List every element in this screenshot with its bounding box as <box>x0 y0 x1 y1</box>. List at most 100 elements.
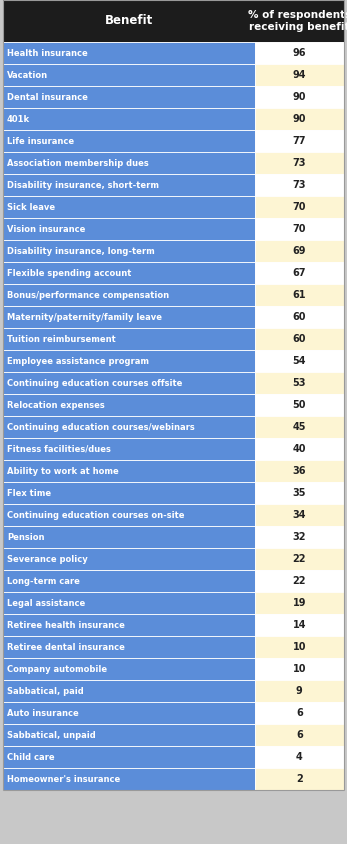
Bar <box>255 152 344 174</box>
Text: Relocation expenses: Relocation expenses <box>7 401 105 409</box>
Bar <box>3 592 255 614</box>
Text: 4: 4 <box>296 752 303 762</box>
Text: Sabbatical, unpaid: Sabbatical, unpaid <box>7 731 96 739</box>
Text: Sabbatical, paid: Sabbatical, paid <box>7 686 84 695</box>
Bar <box>255 306 344 328</box>
Text: Auto insurance: Auto insurance <box>7 708 79 717</box>
Bar <box>3 724 255 746</box>
Bar <box>255 86 344 108</box>
Bar <box>255 262 344 284</box>
Bar <box>3 196 255 218</box>
Text: Sick leave: Sick leave <box>7 203 55 212</box>
Text: 35: 35 <box>293 488 306 498</box>
Bar <box>255 328 344 350</box>
Bar <box>3 86 255 108</box>
Text: 6: 6 <box>296 708 303 718</box>
Bar <box>255 482 344 504</box>
Bar <box>255 64 344 86</box>
Text: 54: 54 <box>293 356 306 366</box>
Bar <box>255 394 344 416</box>
Text: 22: 22 <box>293 554 306 564</box>
Bar <box>255 614 344 636</box>
Text: 14: 14 <box>293 620 306 630</box>
Text: Severance policy: Severance policy <box>7 555 88 564</box>
Bar <box>3 174 255 196</box>
Bar <box>3 636 255 658</box>
Bar <box>3 240 255 262</box>
Text: 50: 50 <box>293 400 306 410</box>
Bar <box>255 130 344 152</box>
Text: Bonus/performance compensation: Bonus/performance compensation <box>7 290 169 300</box>
Text: Retiree dental insurance: Retiree dental insurance <box>7 642 125 652</box>
Bar <box>255 680 344 702</box>
Text: 10: 10 <box>293 664 306 674</box>
Bar <box>3 350 255 372</box>
Text: Legal assistance: Legal assistance <box>7 598 85 608</box>
Bar <box>255 636 344 658</box>
Bar <box>255 42 344 64</box>
Bar <box>255 526 344 548</box>
Bar <box>255 504 344 526</box>
Text: 32: 32 <box>293 532 306 542</box>
Text: Disability insurance, long-term: Disability insurance, long-term <box>7 246 155 256</box>
Bar <box>255 658 344 680</box>
Bar <box>3 416 255 438</box>
Text: 10: 10 <box>293 642 306 652</box>
Text: Continuing education courses offsite: Continuing education courses offsite <box>7 378 183 387</box>
Bar <box>255 570 344 592</box>
Bar <box>3 108 255 130</box>
Bar <box>3 152 255 174</box>
Bar <box>3 64 255 86</box>
Bar <box>3 702 255 724</box>
Bar <box>255 108 344 130</box>
Text: Ability to work at home: Ability to work at home <box>7 467 119 475</box>
Bar <box>3 0 344 42</box>
Bar <box>255 460 344 482</box>
Text: Dental insurance: Dental insurance <box>7 93 88 101</box>
Text: Vision insurance: Vision insurance <box>7 225 85 234</box>
Bar <box>255 746 344 768</box>
Text: Child care: Child care <box>7 753 54 761</box>
Bar <box>255 724 344 746</box>
Text: Tuition reimbursement: Tuition reimbursement <box>7 334 116 344</box>
Text: 60: 60 <box>293 312 306 322</box>
Text: 70: 70 <box>293 202 306 212</box>
Bar <box>3 768 255 790</box>
Text: Continuing education courses/webinars: Continuing education courses/webinars <box>7 423 195 431</box>
Text: Continuing education courses on-site: Continuing education courses on-site <box>7 511 185 520</box>
Bar <box>3 328 255 350</box>
Bar <box>255 350 344 372</box>
Text: 60: 60 <box>293 334 306 344</box>
Text: 70: 70 <box>293 224 306 234</box>
Bar <box>3 658 255 680</box>
Bar <box>3 526 255 548</box>
Bar <box>3 614 255 636</box>
Text: Flexible spending account: Flexible spending account <box>7 268 132 278</box>
Bar <box>255 592 344 614</box>
Bar <box>3 746 255 768</box>
Text: Benefit: Benefit <box>105 14 153 28</box>
Text: 45: 45 <box>293 422 306 432</box>
Text: Life insurance: Life insurance <box>7 137 74 145</box>
Bar <box>3 218 255 240</box>
Bar <box>255 416 344 438</box>
Bar <box>3 394 255 416</box>
Text: 34: 34 <box>293 510 306 520</box>
Text: Association membership dues: Association membership dues <box>7 159 149 167</box>
Text: 401k: 401k <box>7 115 30 123</box>
Bar <box>255 372 344 394</box>
Text: 73: 73 <box>293 180 306 190</box>
Text: 73: 73 <box>293 158 306 168</box>
Bar <box>3 130 255 152</box>
Bar <box>3 680 255 702</box>
Bar <box>3 504 255 526</box>
Text: Employee assistance program: Employee assistance program <box>7 356 149 365</box>
Text: 9: 9 <box>296 686 303 696</box>
Text: 36: 36 <box>293 466 306 476</box>
Bar <box>3 42 255 64</box>
Bar <box>255 196 344 218</box>
Bar <box>3 262 255 284</box>
Text: 77: 77 <box>293 136 306 146</box>
Text: 90: 90 <box>293 92 306 102</box>
Text: Disability insurance, short-term: Disability insurance, short-term <box>7 181 159 190</box>
